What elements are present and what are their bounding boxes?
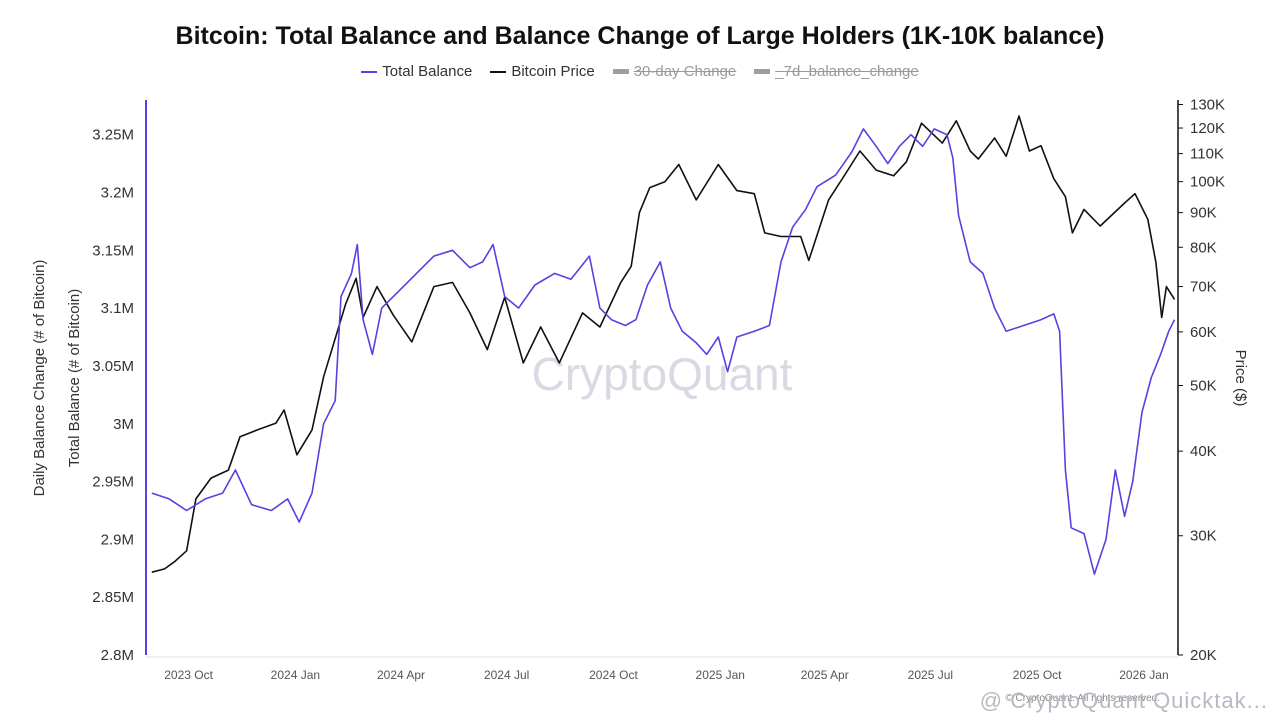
y-left-tick-label: 2.85M [92,589,134,606]
y-right-tick-label: 50K [1190,378,1217,395]
legend-item-7d-balance-change[interactable]: _7d_balance_change [754,63,919,80]
legend-label-7d-balance-change: _7d_balance_change [775,63,919,80]
footer-credit: © CryptoQuant. All rights reserved. [1005,693,1160,704]
legend-item-total-balance[interactable]: Total Balance [361,63,472,80]
y-left-tick-label: 3M [113,416,134,433]
legend-label-30-day-change: 30-day Change [633,63,737,80]
y-right-tick-label: 130K [1190,96,1225,113]
x-tick-label: 2025 Oct [1013,668,1062,682]
legend-swatch-bitcoin-price [490,70,507,73]
x-tick-label: 2025 Apr [801,668,849,682]
y-right-tick-label: 90K [1190,205,1217,222]
y-right-tick-label: 70K [1190,279,1217,296]
x-tick-label: 2024 Oct [589,668,638,682]
chart-title: Bitcoin: Total Balance and Balance Chang… [175,22,1105,50]
legend-label-total-balance: Total Balance [382,63,473,80]
y-left-outer-axis-label: Daily Balance Change (# of Bitcoin) [31,260,48,497]
chart-legend: Total Balance Bitcoin Price 30-day Chang… [0,63,1280,80]
legend-item-bitcoin-price[interactable]: Bitcoin Price [490,63,595,80]
y-left-tick-label: 3.25M [92,127,134,144]
y-right-tick-label: 80K [1190,239,1217,256]
y-right-tick-label: 110K [1190,146,1224,163]
legend-swatch-30-day-change [612,69,629,74]
x-tick-label: 2025 Jan [696,668,745,682]
axes-layer: 3.25M 3.2M 3.15M 3.1M 3.05M 3M 2.95M 2.9M 2.85M 2… [92,96,1225,682]
y-left-axis-label: Total Balance (# of Bitcoin) [66,289,83,467]
y-right-tick-label: 20K [1190,647,1217,664]
y-left-tick-label: 3.05M [92,358,134,375]
y-left-tick-label: 3.2M [101,185,134,202]
bitcoin-price-line [151,115,1176,573]
y-right-tick-label: 60K [1190,324,1217,341]
y-left-tick-label: 2.8M [101,647,134,664]
x-tick-label: 2024 Jul [484,668,529,682]
x-tick-label: 2025 Jul [908,668,953,682]
y-right-axis-label: Price ($) [1232,350,1249,407]
x-tick-label: 2024 Apr [377,668,425,682]
legend-swatch-7d-balance-change [754,69,771,74]
total-balance-line [151,128,1176,575]
y-right-tick-label: 30K [1190,528,1217,545]
y-right-tick-label: 100K [1190,174,1225,191]
y-left-tick-label: 3.15M [92,242,134,259]
x-tick-label: 2023 Oct [164,668,213,682]
legend-item-30-day-change[interactable]: 30-day Change [612,63,737,80]
x-tick-label: 2026 Jan [1119,668,1168,682]
y-right-tick-label: 40K [1190,443,1217,460]
legend-label-bitcoin-price: Bitcoin Price [511,63,595,80]
y-left-tick-label: 3.1M [101,300,134,317]
y-right-tick-label: 120K [1190,120,1225,137]
cryptoquant-watermark: CryptoQuant [532,348,793,400]
legend-swatch-total-balance [361,70,378,73]
lines-layer [151,115,1176,575]
y-left-tick-label: 2.95M [92,474,134,491]
y-left-tick-label: 2.9M [101,531,134,548]
x-tick-label: 2024 Jan [271,668,320,682]
footer-watermark: @ CryptoQuant Quicktak... [979,688,1268,713]
